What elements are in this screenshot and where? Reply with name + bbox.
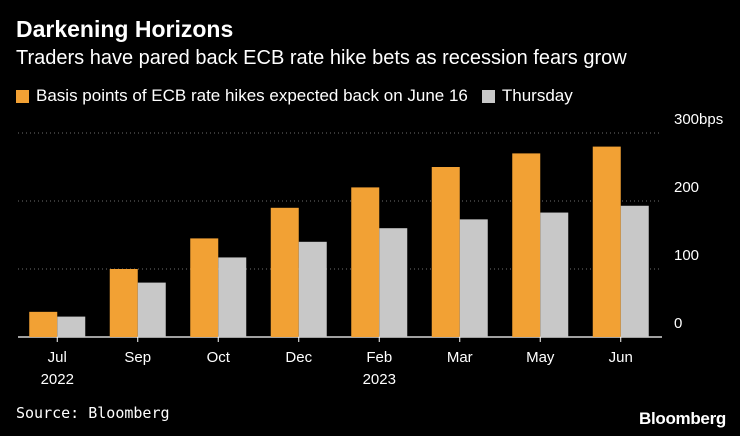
bar-series2	[137, 282, 166, 337]
legend-swatch-series1	[16, 89, 29, 103]
bar-series2	[459, 219, 488, 337]
bar-series1	[109, 269, 138, 337]
x-tick-label: Feb	[366, 349, 392, 366]
x-tick-label: Sep	[124, 349, 151, 366]
bar-series1	[351, 187, 380, 337]
bar-series1	[190, 238, 219, 337]
bar-series1	[431, 167, 460, 337]
bloomberg-logo: Bloomberg	[638, 409, 726, 428]
bar-series2	[298, 241, 327, 337]
y-tick-label: 100	[674, 247, 699, 264]
y-tick-label: 300bps	[674, 111, 723, 128]
x-tick-label: May	[526, 349, 555, 366]
x-tick-year-label: 2022	[41, 371, 74, 388]
bar-series2	[57, 316, 86, 337]
x-tick-year-label: 2023	[363, 371, 396, 388]
y-tick-label: 0	[674, 315, 682, 332]
source-note: Source: Bloomberg	[16, 404, 170, 422]
bar-series1	[592, 146, 621, 337]
legend-label-series2: Thursday	[501, 86, 573, 105]
chart-title: Darkening Horizons	[16, 16, 234, 42]
legend: Basis points of ECB rate hikes expected …	[16, 86, 587, 106]
chart-subtitle: Traders have pared back ECB rate hike be…	[16, 47, 627, 69]
bar-series2	[379, 228, 408, 337]
legend-swatch-series2	[481, 89, 495, 103]
x-tick-label: Jun	[609, 349, 633, 366]
bar-series2	[218, 257, 247, 337]
bar-series2	[620, 205, 649, 337]
x-tick-label: Dec	[285, 349, 312, 366]
y-tick-label: 200	[674, 179, 699, 196]
x-tick-label: Jul	[48, 349, 67, 366]
legend-item-series1: Basis points of ECB rate hikes expected …	[16, 86, 468, 106]
legend-item-series2: Thursday	[481, 86, 573, 106]
bar-series1	[29, 311, 58, 337]
legend-label-series1: Basis points of ECB rate hikes expected …	[36, 86, 468, 105]
bar-series2	[540, 212, 569, 337]
bar-series1	[270, 207, 299, 337]
x-tick-label: Mar	[447, 349, 473, 366]
x-tick-label: Oct	[207, 349, 231, 366]
bar-series1	[512, 153, 541, 337]
